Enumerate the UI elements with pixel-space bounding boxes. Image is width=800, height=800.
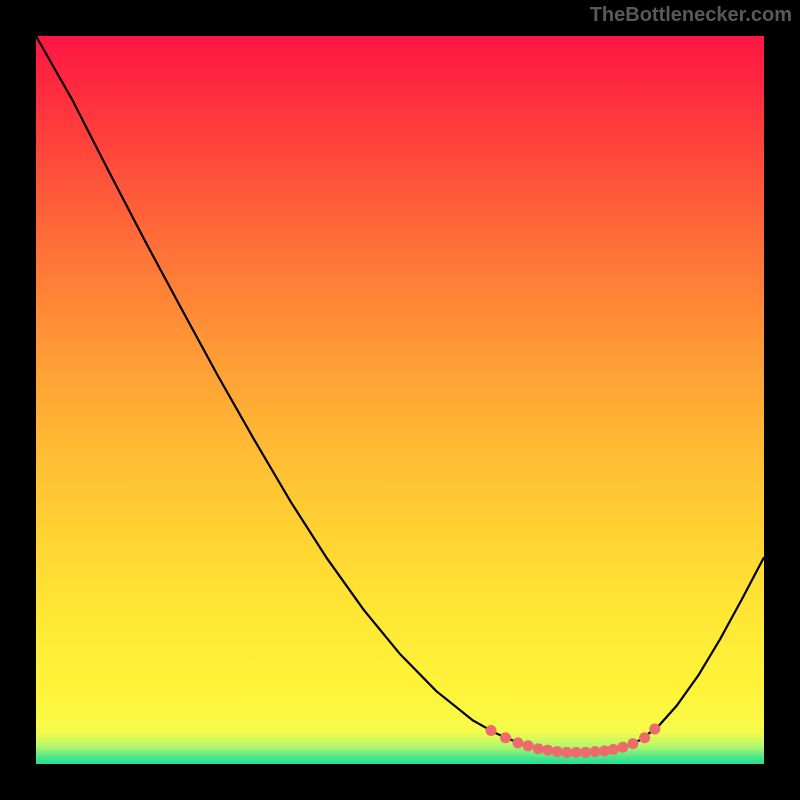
marker-point bbox=[542, 745, 553, 756]
marker-point bbox=[533, 743, 544, 754]
marker-point bbox=[649, 724, 660, 735]
marker-point bbox=[500, 732, 511, 743]
marker-point bbox=[552, 746, 563, 757]
bottleneck-chart bbox=[0, 0, 800, 800]
marker-point bbox=[486, 725, 497, 736]
marker-point bbox=[561, 747, 572, 758]
marker-point bbox=[512, 737, 523, 748]
marker-point bbox=[590, 746, 601, 757]
marker-point bbox=[608, 744, 619, 755]
marker-point bbox=[580, 747, 591, 758]
marker-point bbox=[627, 738, 638, 749]
marker-point bbox=[571, 747, 582, 758]
marker-point bbox=[523, 740, 534, 751]
marker-point bbox=[639, 732, 650, 743]
watermark-text: TheBottlenecker.com bbox=[590, 4, 792, 27]
marker-point bbox=[617, 742, 628, 753]
chart-container: TheBottlenecker.com bbox=[0, 0, 800, 800]
